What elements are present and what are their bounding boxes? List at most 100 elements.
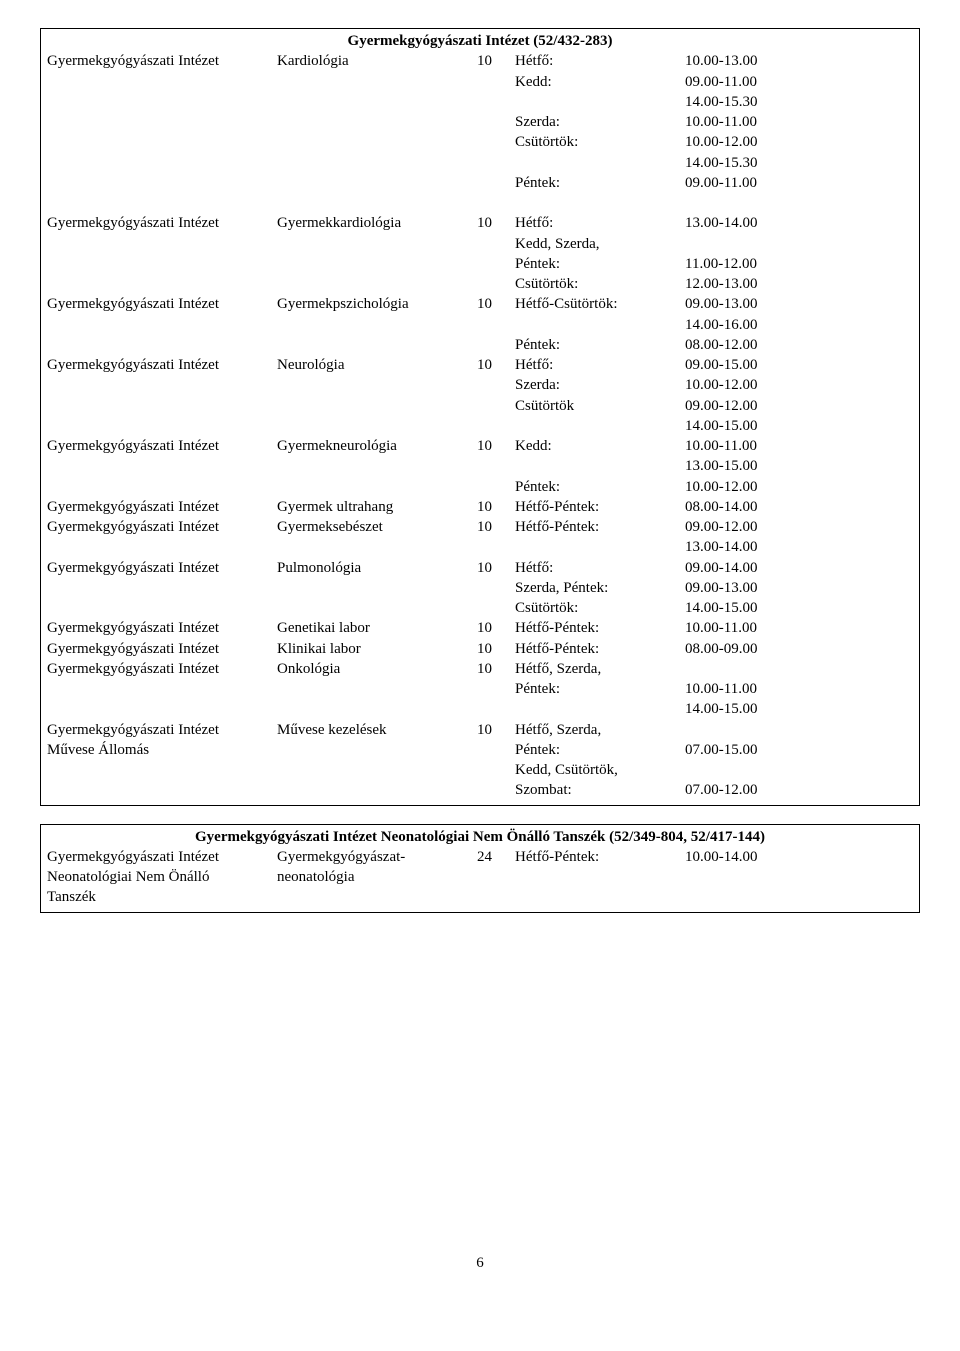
cell	[477, 699, 515, 719]
table-row: Gyermekgyógyászati IntézetKlinikai labor…	[47, 639, 913, 659]
cell	[515, 699, 685, 719]
cell: neonatológia	[277, 867, 477, 887]
cell: Hétfő, Szerda,	[515, 720, 685, 740]
cell: Szerda, Péntek:	[515, 578, 685, 598]
cell: 12.00-13.00	[685, 274, 913, 294]
cell	[47, 274, 277, 294]
cell	[47, 234, 277, 254]
cell	[477, 780, 515, 800]
cell	[477, 867, 515, 887]
cell	[47, 92, 277, 112]
cell: Hétfő-Péntek:	[515, 497, 685, 517]
table-row: Gyermekgyógyászati IntézetGyermek ultrah…	[47, 497, 913, 517]
cell: Hétfő-Péntek:	[515, 847, 685, 867]
table-row: Csütörtök:14.00-15.00	[47, 598, 913, 618]
cell: 13.00-15.00	[685, 456, 913, 476]
cell: Klinikai labor	[277, 639, 477, 659]
cell	[477, 598, 515, 618]
cell: 10	[477, 213, 515, 233]
cell: 10	[477, 720, 515, 740]
table-row: Gyermekgyógyászati IntézetNeurológia10Hé…	[47, 355, 913, 375]
cell: Onkológia	[277, 659, 477, 679]
cell: Művese Állomás	[47, 740, 277, 760]
table-row: Szerda, Péntek:09.00-13.00	[47, 578, 913, 598]
table-1-title: Gyermekgyógyászati Intézet (52/432-283)	[47, 29, 913, 51]
cell: Gyermekgyógyászati Intézet	[47, 51, 277, 71]
cell	[277, 234, 477, 254]
cell	[477, 335, 515, 355]
cell: 10.00-11.00	[685, 618, 913, 638]
cell: Csütörtök:	[515, 598, 685, 618]
table-row: 13.00-15.00	[47, 456, 913, 476]
cell: Péntek:	[515, 679, 685, 699]
table-row: Művese ÁllomásPéntek:07.00-15.00	[47, 740, 913, 760]
cell	[477, 416, 515, 436]
table-row: Szerda:10.00-12.00	[47, 375, 913, 395]
cell: Pulmonológia	[277, 558, 477, 578]
page-number: 6	[40, 1253, 920, 1273]
cell: 08.00-14.00	[685, 497, 913, 517]
cell	[515, 315, 685, 335]
table-row: 13.00-14.00	[47, 537, 913, 557]
cell	[277, 740, 477, 760]
cell	[515, 153, 685, 173]
table-row: Gyermekgyógyászati IntézetOnkológia10Hét…	[47, 659, 913, 679]
cell	[685, 720, 913, 740]
cell	[477, 456, 515, 476]
cell: 10	[477, 659, 515, 679]
cell	[47, 477, 277, 497]
cell: Hétfő:	[515, 558, 685, 578]
cell	[477, 254, 515, 274]
cell	[47, 780, 277, 800]
table-row: Gyermekgyógyászati IntézetKardiológia10H…	[47, 51, 913, 71]
cell: 07.00-12.00	[685, 780, 913, 800]
cell	[477, 578, 515, 598]
table-row: Gyermekgyógyászati IntézetMűvese kezelés…	[47, 720, 913, 740]
cell	[515, 416, 685, 436]
cell: 11.00-12.00	[685, 254, 913, 274]
cell: Péntek:	[515, 740, 685, 760]
cell	[277, 112, 477, 132]
cell: 24	[477, 847, 515, 867]
table-row: Kedd, Csütörtök,	[47, 760, 913, 780]
cell	[277, 254, 477, 274]
cell: Hétfő-Péntek:	[515, 639, 685, 659]
cell: 10	[477, 558, 515, 578]
cell	[277, 456, 477, 476]
table-2-title: Gyermekgyógyászati Intézet Neonatológiai…	[47, 825, 913, 847]
cell: Gyermekgyógyászati Intézet	[47, 213, 277, 233]
cell: Gyermekgyógyászat-	[277, 847, 477, 867]
cell: Gyermekpszichológia	[277, 294, 477, 314]
cell	[477, 132, 515, 152]
cell: Tanszék	[47, 887, 277, 907]
cell: Genetikai labor	[277, 618, 477, 638]
table-row: Péntek:10.00-12.00	[47, 477, 913, 497]
cell	[477, 193, 515, 213]
cell: Péntek:	[515, 173, 685, 193]
cell	[277, 699, 477, 719]
cell: 09.00-12.00	[685, 517, 913, 537]
table-row: Gyermekgyógyászati IntézetGyermekkardiol…	[47, 213, 913, 233]
table-row: 14.00-16.00	[47, 315, 913, 335]
cell: 14.00-15.00	[685, 598, 913, 618]
cell	[277, 598, 477, 618]
cell	[515, 92, 685, 112]
table-row: Gyermekgyógyászati IntézetPulmonológia10…	[47, 558, 913, 578]
cell: 14.00-16.00	[685, 315, 913, 335]
cell	[277, 679, 477, 699]
cell	[477, 234, 515, 254]
table-row: Péntek:09.00-11.00	[47, 173, 913, 193]
cell	[277, 760, 477, 780]
cell	[47, 578, 277, 598]
cell	[477, 679, 515, 699]
cell	[477, 72, 515, 92]
cell	[47, 760, 277, 780]
cell	[515, 456, 685, 476]
table-row: Csütörtök09.00-12.00	[47, 396, 913, 416]
table-row: Gyermekgyógyászati IntézetGyermekpszicho…	[47, 294, 913, 314]
cell: Hétfő:	[515, 213, 685, 233]
cell	[277, 780, 477, 800]
cell: Csütörtök:	[515, 132, 685, 152]
cell: Kedd:	[515, 72, 685, 92]
table-2: Gyermekgyógyászati Intézet Neonatológiai…	[40, 824, 920, 913]
